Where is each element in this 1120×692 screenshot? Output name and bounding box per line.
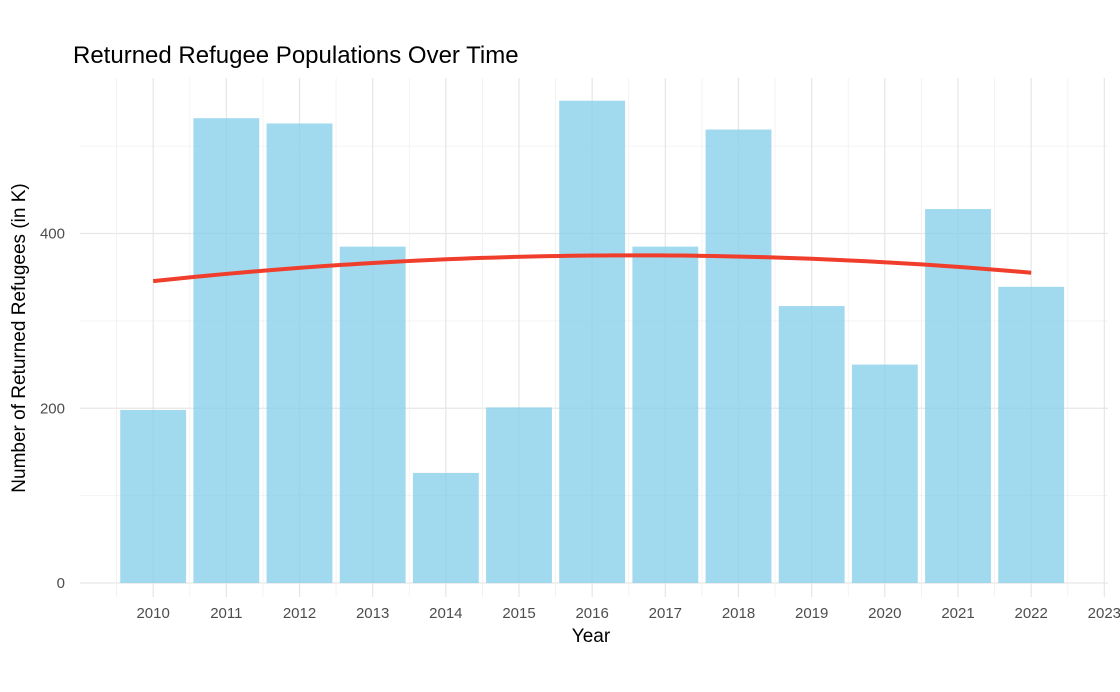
bar-2019 <box>778 306 845 584</box>
bar-2013 <box>339 246 406 584</box>
y-axis-title: Number of Returned Refugees (in K) <box>9 183 30 492</box>
x-tick-label: 2014 <box>429 605 462 622</box>
x-tick-label: 2018 <box>722 605 755 622</box>
bar-2018 <box>705 129 772 584</box>
x-tick-label: 2023 <box>1088 605 1120 622</box>
y-tick-label: 400 <box>40 226 65 243</box>
x-tick-label: 2011 <box>210 605 242 622</box>
x-tick-label: 2017 <box>649 605 682 622</box>
bars-layer <box>120 100 1065 584</box>
y-tick-labels: 0 200 400 <box>40 226 65 592</box>
x-tick-label: 2012 <box>283 605 316 622</box>
bar-2021 <box>925 209 991 584</box>
x-tick-label: 2016 <box>575 605 608 622</box>
y-tick-label: 200 <box>40 400 65 417</box>
bar-2022 <box>998 286 1065 584</box>
trend-line <box>152 253 1032 284</box>
bar-2011 <box>193 118 260 584</box>
x-tick-labels: 2010 2011 2012 2013 2014 2015 2016 2017 2018 2019… <box>136 605 1120 622</box>
bar-2015 <box>486 407 552 584</box>
trend-layer <box>152 253 1032 284</box>
x-tick-label: 2019 <box>795 605 828 622</box>
x-tick-label: 2013 <box>356 605 389 622</box>
x-tick-label: 2010 <box>136 605 169 622</box>
bar-2014 <box>412 472 479 584</box>
bar-2010 <box>120 410 187 584</box>
y-tick-label: 0 <box>57 575 65 592</box>
bar-2017 <box>632 246 699 584</box>
bar-2020 <box>851 364 918 584</box>
x-tick-label: 2022 <box>1014 605 1047 622</box>
bar-2016 <box>559 100 626 584</box>
bar-2012 <box>266 123 333 584</box>
x-tick-label: 2021 <box>941 605 974 622</box>
x-tick-label: 2020 <box>868 605 901 622</box>
x-tick-label: 2015 <box>502 605 535 622</box>
x-axis-title: Year <box>572 626 611 647</box>
chart-title: Returned Refugee Populations Over Time <box>73 42 519 69</box>
